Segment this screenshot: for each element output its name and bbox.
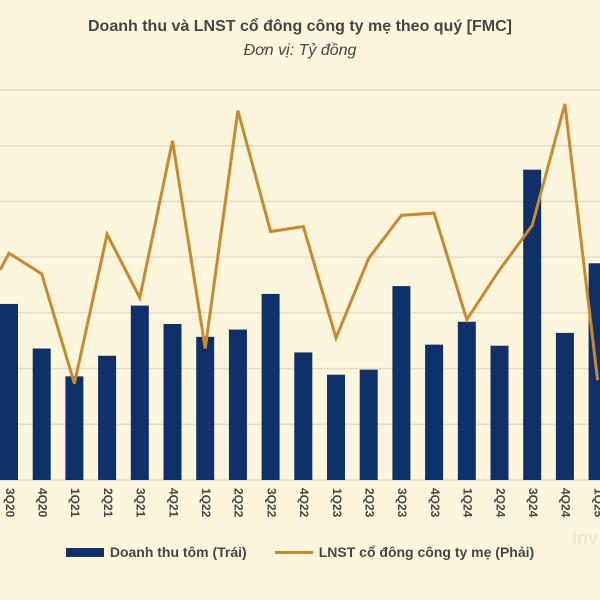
bar-3Q20 [0, 303, 18, 480]
x-tick-label: 2Q24 [493, 488, 507, 518]
x-tick-label: 1Q24 [461, 488, 475, 518]
bar-1Q25 [588, 263, 600, 480]
x-tick-label: 3Q24 [526, 488, 540, 518]
x-tick-label: 4Q23 [428, 488, 442, 518]
x-tick-label: 3Q22 [264, 488, 278, 518]
bar-4Q22 [294, 352, 313, 480]
x-tick-label: 2Q21 [101, 488, 115, 518]
legend-item-profit: LNST cổ đông công ty mẹ (Phải) [274, 544, 535, 560]
bar-2Q21 [98, 355, 117, 480]
x-tick-label: 3Q20 [3, 488, 17, 518]
bar-2Q23 [359, 369, 378, 480]
bar-4Q20 [32, 348, 51, 480]
bar-3Q23 [392, 286, 411, 480]
x-tick-label: 2Q23 [363, 488, 377, 518]
x-tick-label: 2Q22 [232, 488, 246, 518]
legend-label: LNST cổ đông công ty mẹ (Phải) [318, 544, 535, 560]
bar-4Q23 [425, 344, 444, 480]
profit-line [0, 103, 600, 385]
x-tick-label: 4Q24 [559, 488, 573, 518]
x-tick-label: 1Q21 [68, 488, 82, 518]
x-tick-label: 1Q23 [330, 488, 344, 518]
x-tick-label: 4Q20 [36, 488, 50, 518]
bar-1Q21 [65, 376, 84, 480]
chart-subtitle: Đơn vị: Tỷ đồng [243, 42, 357, 59]
legend-swatch-bar [65, 547, 104, 557]
bar-2Q22 [228, 329, 247, 480]
bar-3Q24 [523, 169, 542, 480]
bar-3Q22 [261, 293, 280, 480]
x-tick-label: 4Q22 [297, 488, 311, 518]
watermark-logo: inv [572, 528, 599, 548]
legend-item-revenue: Doanh thu tôm (Trái) [65, 544, 247, 560]
legend-swatch-line [274, 550, 313, 554]
bar-4Q24 [555, 332, 574, 480]
x-tick-label: 3Q23 [395, 488, 409, 518]
bar-1Q24 [457, 321, 476, 480]
chart-title: Doanh thu và LNST cổ đông công ty mẹ the… [88, 18, 512, 35]
x-tick-label: 1Q25 [591, 488, 600, 518]
bar-2Q24 [490, 345, 509, 480]
bar-1Q23 [327, 374, 345, 480]
legend-label: Doanh thu tôm (Trái) [109, 544, 247, 560]
x-tick-label: 3Q21 [134, 488, 148, 518]
x-tick-label: 4Q21 [166, 488, 180, 518]
bar-3Q21 [130, 305, 149, 480]
bar-4Q21 [163, 324, 182, 480]
x-tick-label: 1Q22 [199, 488, 213, 518]
bar-1Q22 [196, 336, 215, 480]
legend: Doanh thu tôm (Trái) LNST cổ đông công t… [0, 544, 600, 560]
